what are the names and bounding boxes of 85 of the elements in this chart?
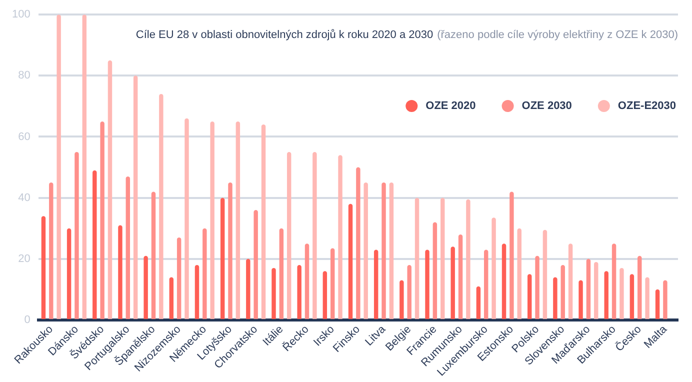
bar (312, 152, 317, 319)
bar (304, 244, 310, 319)
bar (568, 244, 573, 319)
bar (425, 250, 430, 319)
bar (440, 198, 445, 319)
text: Cíle EU 28 v oblasti obnovitelných zdrojů k roku 2020 a 2030 (136, 29, 434, 42)
bar (527, 274, 532, 319)
bar (630, 274, 634, 319)
bar (620, 268, 624, 319)
y-tick-label: 100 (12, 8, 30, 21)
bar (74, 152, 79, 319)
bar (553, 277, 558, 319)
bar (41, 216, 46, 319)
bar (228, 182, 232, 319)
bar (338, 155, 342, 319)
y-tick-label: 80 (18, 70, 30, 82)
bar (374, 250, 378, 319)
bar (612, 244, 616, 319)
bar (389, 182, 394, 319)
bar (663, 280, 668, 319)
bar (322, 271, 328, 319)
bar (56, 14, 61, 319)
bar (194, 265, 200, 319)
legend-label: OZE 2030 (522, 100, 572, 112)
bar (126, 176, 130, 319)
bar (535, 256, 540, 319)
legend-label: OZE-E2030 (618, 100, 676, 112)
legend-label: OZE 2020 (426, 100, 476, 112)
bar (236, 121, 240, 319)
bar (286, 152, 292, 319)
bar (510, 192, 514, 319)
bar (560, 265, 565, 319)
bar (484, 250, 488, 319)
bar (414, 198, 420, 319)
bar (176, 238, 182, 319)
bar (638, 256, 642, 319)
text: (řazeno podle cíle výroby elektřiny z OZE k 2030) (437, 29, 678, 42)
bar (604, 271, 608, 319)
bar (476, 286, 481, 319)
bar (407, 265, 412, 319)
bar (655, 289, 660, 319)
bar (466, 199, 470, 319)
bar (202, 228, 207, 319)
bar (348, 204, 353, 319)
bar (159, 94, 164, 319)
bar (517, 228, 522, 319)
bar (492, 218, 496, 319)
bar (261, 124, 266, 319)
bar (272, 268, 276, 319)
bar (254, 210, 258, 319)
bar (594, 262, 598, 319)
bar (144, 256, 148, 319)
y-tick-label: 20 (18, 252, 30, 265)
bar (220, 198, 225, 319)
bar (184, 118, 189, 319)
bar (169, 277, 174, 319)
bar (450, 246, 455, 319)
bar (356, 167, 360, 319)
bar (246, 258, 250, 319)
bar (133, 76, 138, 319)
bar (118, 225, 122, 319)
y-tick-label: 60 (18, 130, 30, 143)
bar (400, 280, 404, 319)
bar (645, 277, 650, 319)
bar (151, 192, 156, 319)
bar (82, 14, 87, 319)
bar (382, 182, 386, 319)
bar (330, 248, 335, 319)
bar (297, 265, 302, 319)
bar (542, 230, 548, 319)
bar (458, 234, 463, 319)
bar (49, 182, 54, 319)
bar (502, 244, 506, 319)
bar (432, 222, 438, 319)
bar (364, 182, 368, 319)
bar (586, 258, 591, 319)
bar (578, 280, 583, 319)
bar (100, 121, 104, 319)
bar (210, 121, 214, 319)
y-tick-label: 0 (24, 314, 30, 326)
bar (92, 170, 97, 319)
bar (66, 228, 72, 319)
bar (279, 228, 284, 319)
bar (108, 60, 112, 319)
y-tick-label: 40 (18, 192, 30, 204)
